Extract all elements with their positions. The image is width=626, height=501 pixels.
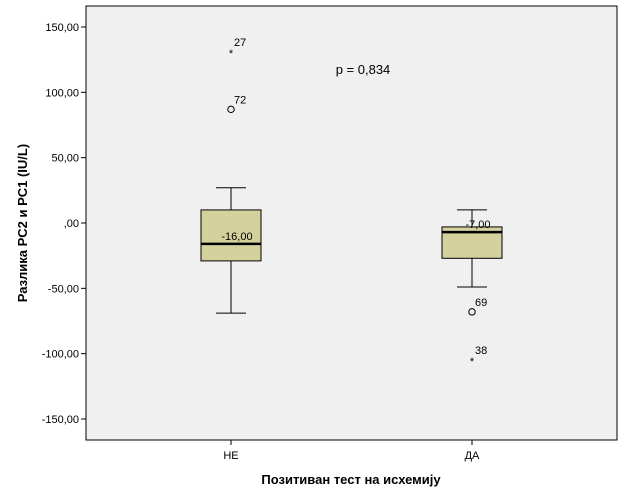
outlier-label: 69 — [475, 297, 487, 309]
box-group-2: -7,00 69 *38 — [441, 209, 503, 368]
outlier-circle — [227, 105, 235, 114]
outlier-label: 72 — [234, 94, 246, 106]
p-value-annotation: p = 0,834 — [336, 62, 391, 77]
y-axis-title: Разлика PC2 и PC1 (IU/L) — [15, 144, 30, 302]
y-tick-label: -150,00 — [42, 414, 79, 426]
x-tick-label: ДА — [465, 450, 480, 462]
outlier-star: * — [470, 356, 475, 368]
y-axis: 150,00 100,00 50,00 ,00 -50,00 -100,00 -150,00 — [42, 22, 86, 426]
outlier-label: 27 — [234, 37, 246, 49]
y-tick-label: -100,00 — [42, 349, 79, 361]
y-tick-label: 50,00 — [51, 153, 79, 165]
box — [200, 209, 262, 262]
median-label: -16,00 — [221, 231, 252, 243]
y-tick-label: 100,00 — [45, 87, 79, 99]
x-tick-label: НЕ — [223, 450, 238, 462]
y-tick-label: 150,00 — [45, 22, 79, 34]
median-label: -7,00 — [465, 219, 490, 231]
plot-area — [85, 5, 618, 441]
x-axis: НЕ ДА — [223, 440, 480, 462]
x-axis-title: Позитиван тест на исхемију — [261, 472, 441, 487]
box-group-1: -16,00 72 *27 — [200, 37, 262, 314]
outlier-circle — [468, 308, 476, 316]
outlier-star: * — [229, 48, 234, 60]
y-tick-label: -50,00 — [48, 283, 79, 295]
y-tick-label: ,00 — [64, 218, 79, 230]
outlier-label: 38 — [475, 345, 487, 357]
